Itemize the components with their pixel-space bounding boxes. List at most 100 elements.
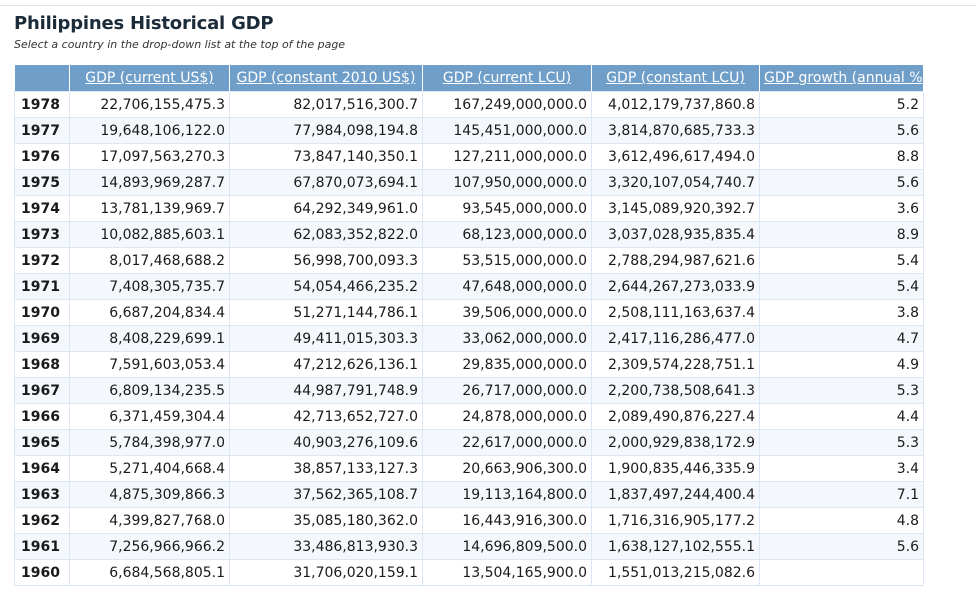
gdp-growth-cell: 5.6: [759, 117, 924, 144]
gdp-growth-cell: 5.2: [759, 91, 924, 118]
gdp-growth-cell: 8.8: [759, 143, 924, 170]
gdp-constant-lcu-cell: 2,089,490,876,227.4: [591, 403, 760, 430]
gdp-current-usd-cell: 6,684,568,805.1: [69, 559, 230, 586]
gdp-table: GDP (current US$) GDP (constant 2010 US$…: [14, 65, 928, 586]
gdp-constant-lcu-cell: 2,000,929,838,172.9: [591, 429, 760, 456]
gdp-constant-lcu-cell: 1,638,127,102,555.1: [591, 533, 760, 560]
gdp-current-lcu-cell: 16,443,916,300.0: [422, 507, 592, 534]
gdp-growth-cell: 5.3: [759, 429, 924, 456]
gdp-current-lcu-cell: 167,249,000,000.0: [422, 91, 592, 118]
year-cell: 1978: [14, 91, 70, 118]
sort-link-gdp-constant-lcu[interactable]: GDP (constant LCU): [606, 70, 745, 86]
table-row: 1961 7,256,966,966.2 33,486,813,930.3 14,69…: [14, 533, 924, 560]
gdp-current-lcu-cell: 29,835,000,000.0: [422, 351, 592, 378]
gdp-constant-lcu-cell: 2,644,267,273,033.9: [591, 273, 760, 300]
year-cell: 1974: [14, 195, 70, 222]
gdp-current-lcu-cell: 13,504,165,900.0: [422, 559, 592, 586]
gdp-current-usd-cell: 6,687,204,834.4: [69, 299, 230, 326]
gdp-constant-lcu-cell: 2,788,294,987,621.6: [591, 247, 760, 274]
gdp-current-usd-cell: 22,706,155,475.3: [69, 91, 230, 118]
gdp-constant-lcu-cell: 3,037,028,935,835.4: [591, 221, 760, 248]
gdp-current-usd-cell: 8,017,468,688.2: [69, 247, 230, 274]
sort-link-gdp-current-usd[interactable]: GDP (current US$): [85, 70, 214, 86]
table-row: 1973 10,082,885,603.1 62,083,352,822.0 68,1…: [14, 221, 924, 248]
gdp-current-lcu-cell: 19,113,164,800.0: [422, 481, 592, 508]
gdp-growth-cell: 4.9: [759, 351, 924, 378]
header-year: [14, 65, 70, 92]
gdp-current-lcu-cell: 107,950,000,000.0: [422, 169, 592, 196]
header-gdp-growth[interactable]: GDP growth (annual %): [759, 65, 928, 92]
gdp-constant-lcu-cell: 1,837,497,244,400.4: [591, 481, 760, 508]
gdp-current-usd-cell: 10,082,885,603.1: [69, 221, 230, 248]
gdp-constant-2010-usd-cell: 51,271,144,786.1: [229, 299, 423, 326]
gdp-current-lcu-cell: 26,717,000,000.0: [422, 377, 592, 404]
table-header: GDP (current US$) GDP (constant 2010 US$…: [14, 65, 928, 92]
table-row: 1962 4,399,827,768.0 35,085,180,362.0 16,44…: [14, 507, 924, 534]
table-row: 1975 14,893,969,287.7 67,870,073,694.1 107,…: [14, 169, 924, 196]
gdp-constant-2010-usd-cell: 31,706,020,159.1: [229, 559, 423, 586]
gdp-growth-cell: 4.4: [759, 403, 924, 430]
gdp-growth-cell: 8.9: [759, 221, 924, 248]
year-cell: 1975: [14, 169, 70, 196]
gdp-constant-2010-usd-cell: 49,411,015,303.3: [229, 325, 423, 352]
year-cell: 1964: [14, 455, 70, 482]
gdp-constant-lcu-cell: 3,145,089,920,392.7: [591, 195, 760, 222]
header-gdp-current-lcu[interactable]: GDP (current LCU): [422, 65, 592, 92]
year-cell: 1976: [14, 143, 70, 170]
gdp-growth-cell: [759, 559, 924, 586]
header-gdp-constant-2010-usd[interactable]: GDP (constant 2010 US$): [229, 65, 423, 92]
gdp-current-usd-cell: 5,784,398,977.0: [69, 429, 230, 456]
gdp-current-usd-cell: 7,256,966,966.2: [69, 533, 230, 560]
gdp-current-usd-cell: 13,781,139,969.7: [69, 195, 230, 222]
gdp-constant-lcu-cell: 1,900,835,446,335.9: [591, 455, 760, 482]
gdp-constant-lcu-cell: 3,612,496,617,494.0: [591, 143, 760, 170]
gdp-constant-2010-usd-cell: 40,903,276,109.6: [229, 429, 423, 456]
gdp-current-lcu-cell: 47,648,000,000.0: [422, 273, 592, 300]
gdp-constant-lcu-cell: 2,508,111,163,637.4: [591, 299, 760, 326]
gdp-constant-2010-usd-cell: 56,998,700,093.3: [229, 247, 423, 274]
table-row: 1976 17,097,563,270.3 73,847,140,350.1 127,…: [14, 143, 924, 170]
gdp-current-lcu-cell: 93,545,000,000.0: [422, 195, 592, 222]
gdp-growth-cell: 5.4: [759, 273, 924, 300]
page-title: Philippines Historical GDP: [14, 13, 274, 34]
gdp-current-usd-cell: 8,408,229,699.1: [69, 325, 230, 352]
gdp-constant-2010-usd-cell: 77,984,098,194.8: [229, 117, 423, 144]
gdp-constant-2010-usd-cell: 42,713,652,727.0: [229, 403, 423, 430]
year-cell: 1968: [14, 351, 70, 378]
gdp-constant-lcu-cell: 2,200,738,508,641.3: [591, 377, 760, 404]
gdp-constant-2010-usd-cell: 35,085,180,362.0: [229, 507, 423, 534]
gdp-constant-2010-usd-cell: 82,017,516,300.7: [229, 91, 423, 118]
gdp-current-usd-cell: 17,097,563,270.3: [69, 143, 230, 170]
table-row: 1967 6,809,134,235.5 44,987,791,748.9 26,71…: [14, 377, 924, 404]
table-row: 1969 8,408,229,699.1 49,411,015,303.3 33,06…: [14, 325, 924, 352]
header-gdp-current-usd[interactable]: GDP (current US$): [69, 65, 230, 92]
year-cell: 1971: [14, 273, 70, 300]
sort-link-gdp-current-lcu[interactable]: GDP (current LCU): [442, 70, 572, 86]
table-row: 1960 6,684,568,805.1 31,706,020,159.1 13,50…: [14, 559, 924, 586]
header-gdp-constant-lcu[interactable]: GDP (constant LCU): [591, 65, 760, 92]
year-cell: 1966: [14, 403, 70, 430]
gdp-current-lcu-cell: 127,211,000,000.0: [422, 143, 592, 170]
sort-link-gdp-growth[interactable]: GDP growth (annual %): [764, 70, 929, 86]
gdp-constant-lcu-cell: 3,320,107,054,740.7: [591, 169, 760, 196]
gdp-constant-2010-usd-cell: 62,083,352,822.0: [229, 221, 423, 248]
year-cell: 1965: [14, 429, 70, 456]
year-cell: 1969: [14, 325, 70, 352]
gdp-constant-2010-usd-cell: 54,054,466,235.2: [229, 273, 423, 300]
sort-link-gdp-constant-2010-usd[interactable]: GDP (constant 2010 US$): [236, 70, 416, 86]
gdp-growth-cell: 5.6: [759, 169, 924, 196]
gdp-constant-2010-usd-cell: 33,486,813,930.3: [229, 533, 423, 560]
gdp-current-usd-cell: 7,591,603,053.4: [69, 351, 230, 378]
gdp-growth-cell: 5.3: [759, 377, 924, 404]
gdp-current-usd-cell: 14,893,969,287.7: [69, 169, 230, 196]
gdp-current-lcu-cell: 68,123,000,000.0: [422, 221, 592, 248]
gdp-growth-cell: 5.6: [759, 533, 924, 560]
gdp-current-usd-cell: 4,399,827,768.0: [69, 507, 230, 534]
gdp-current-lcu-cell: 14,696,809,500.0: [422, 533, 592, 560]
year-cell: 1962: [14, 507, 70, 534]
year-cell: 1967: [14, 377, 70, 404]
gdp-growth-cell: 7.1: [759, 481, 924, 508]
gdp-constant-2010-usd-cell: 67,870,073,694.1: [229, 169, 423, 196]
table-body: 1978 22,706,155,475.3 82,017,516,300.7 167,…: [14, 91, 924, 586]
gdp-growth-cell: 4.8: [759, 507, 924, 534]
